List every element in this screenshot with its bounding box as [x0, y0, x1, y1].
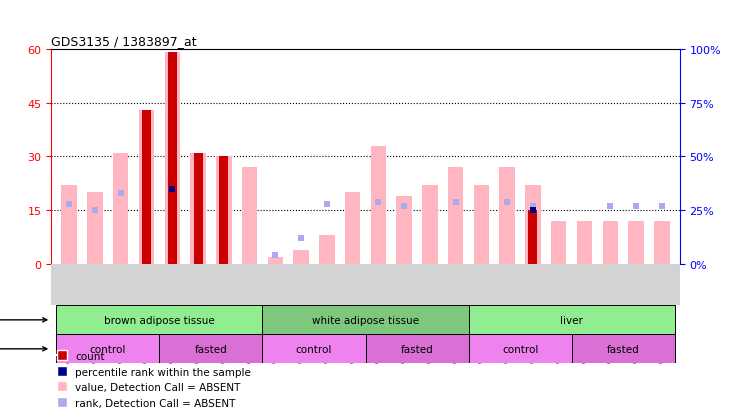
Text: GDS3135 / 1383897_at: GDS3135 / 1383897_at — [51, 36, 197, 48]
Bar — [293, 250, 308, 264]
Bar — [56, 306, 262, 335]
Text: white adipose tissue: white adipose tissue — [312, 315, 419, 325]
Bar — [396, 196, 412, 264]
Bar — [139, 110, 154, 264]
Bar — [159, 335, 262, 363]
Bar — [654, 221, 670, 264]
Bar — [319, 236, 335, 264]
Bar — [499, 168, 515, 264]
Text: liver: liver — [560, 315, 583, 325]
Bar — [216, 157, 232, 264]
Bar — [572, 335, 675, 363]
Bar — [87, 193, 102, 264]
Bar — [164, 53, 180, 264]
Text: fasted: fasted — [607, 344, 640, 354]
Text: control: control — [90, 344, 126, 354]
Bar — [469, 335, 572, 363]
Bar — [268, 257, 283, 264]
Bar — [242, 168, 257, 264]
Bar — [423, 185, 438, 264]
Bar — [142, 110, 151, 264]
Text: control: control — [296, 344, 332, 354]
Bar — [194, 153, 202, 264]
Bar — [602, 221, 618, 264]
Text: brown adipose tissue: brown adipose tissue — [104, 315, 215, 325]
Text: fasted: fasted — [401, 344, 433, 354]
Bar — [577, 221, 592, 264]
Bar — [474, 185, 489, 264]
Bar — [551, 221, 567, 264]
Bar — [190, 153, 205, 264]
Bar — [262, 306, 469, 335]
Text: tissue: tissue — [0, 315, 47, 325]
Bar — [61, 185, 77, 264]
Bar — [219, 157, 228, 264]
Bar — [526, 185, 541, 264]
Bar — [262, 335, 366, 363]
Text: stress: stress — [0, 344, 47, 354]
Legend: count, percentile rank within the sample, value, Detection Call = ABSENT, rank, : count, percentile rank within the sample… — [56, 351, 251, 408]
Bar — [113, 153, 129, 264]
Bar — [345, 193, 360, 264]
Bar — [469, 306, 675, 335]
Bar — [167, 53, 177, 264]
Bar — [529, 211, 537, 264]
Bar — [629, 221, 644, 264]
Text: control: control — [502, 344, 538, 354]
Bar — [371, 146, 386, 264]
Bar — [56, 335, 159, 363]
Text: fasted: fasted — [194, 344, 227, 354]
Bar — [448, 168, 463, 264]
Bar — [366, 335, 469, 363]
